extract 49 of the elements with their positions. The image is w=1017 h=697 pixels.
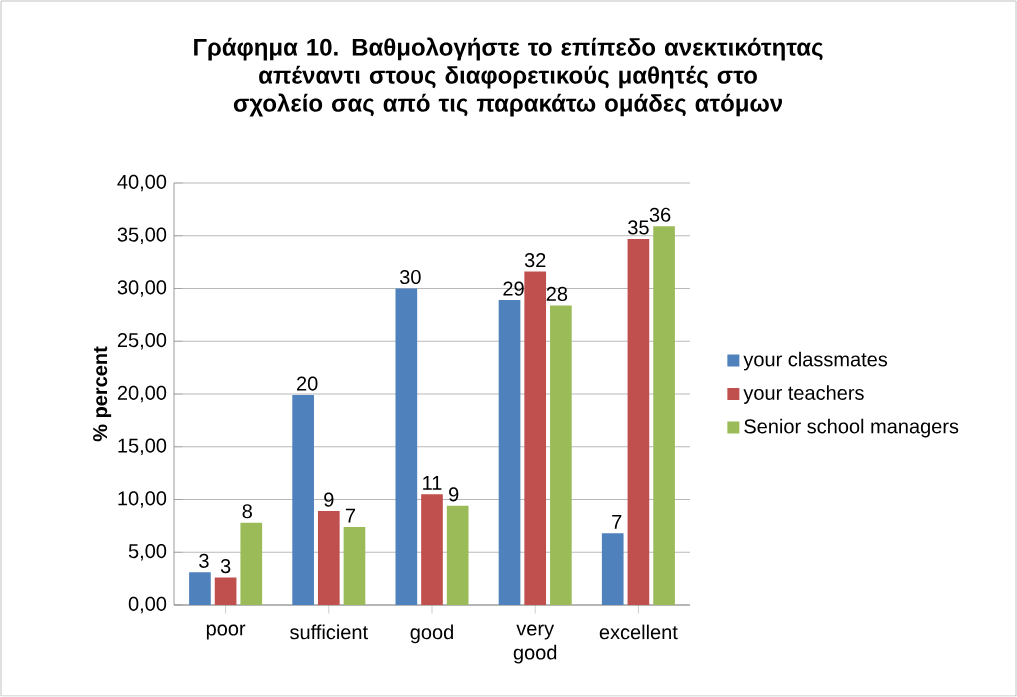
data-label: 35 bbox=[628, 220, 649, 235]
bar bbox=[317, 511, 340, 605]
y-tick-label: 0,00 bbox=[128, 596, 167, 614]
y-tick-label: 15,00 bbox=[118, 438, 167, 456]
y-tick-label: 20,00 bbox=[117, 385, 167, 403]
data-label: 9 bbox=[449, 487, 459, 502]
x-tick-label: sufficient bbox=[290, 624, 368, 640]
y-tick-label: 35,00 bbox=[117, 227, 167, 245]
data-label: 32 bbox=[524, 253, 546, 268]
data-label: 8 bbox=[242, 504, 252, 519]
y-axis-title: % percent bbox=[93, 346, 112, 442]
data-label: 29 bbox=[503, 281, 524, 296]
data-label: 3 bbox=[220, 559, 231, 574]
y-tick-label: 25,00 bbox=[117, 333, 167, 350]
bar bbox=[498, 300, 521, 605]
data-label: 36 bbox=[649, 207, 671, 222]
y-tick-label: 5,00 bbox=[128, 543, 167, 561]
data-label: 7 bbox=[612, 515, 622, 529]
x-tick-label: poor bbox=[206, 624, 246, 640]
bar bbox=[524, 271, 547, 605]
x-tick-label: good bbox=[410, 624, 453, 644]
data-label: 11 bbox=[423, 476, 442, 490]
data-label: 9 bbox=[324, 492, 334, 507]
bar bbox=[292, 395, 314, 605]
bar bbox=[343, 526, 366, 605]
bar bbox=[189, 572, 211, 605]
bar bbox=[240, 522, 263, 605]
bar bbox=[446, 505, 469, 605]
data-label: 20 bbox=[297, 376, 318, 391]
legend-label: Senior school managers bbox=[744, 418, 959, 438]
data-label: 30 bbox=[399, 269, 421, 285]
bar bbox=[627, 238, 650, 605]
chart-title: Γράφημα 10. Βαθμολογήστε το επίπεδο ανεκτικότητας απέναντι στους διαφορετικούς μαθητές στο σχολείο σας από τις παρακάτω ομάδες ατόμων bbox=[194, 37, 823, 117]
bar bbox=[653, 226, 675, 605]
legend-label: your teachers bbox=[743, 385, 864, 404]
x-tick-label: excellent bbox=[599, 624, 678, 640]
legend-label: your classmates bbox=[743, 351, 888, 371]
bar bbox=[421, 494, 443, 605]
y-tick-label: 30,00 bbox=[117, 280, 167, 297]
data-label: 28 bbox=[546, 286, 568, 301]
y-tick-label: 40,00 bbox=[117, 174, 167, 192]
bar bbox=[550, 305, 572, 605]
data-label: 7 bbox=[345, 508, 356, 523]
y-tick-label: 10,00 bbox=[118, 491, 167, 508]
data-label: 3 bbox=[199, 553, 209, 568]
x-tick-label: very good bbox=[513, 624, 557, 664]
bar bbox=[214, 577, 237, 605]
bar bbox=[601, 533, 624, 605]
bar bbox=[395, 288, 418, 605]
